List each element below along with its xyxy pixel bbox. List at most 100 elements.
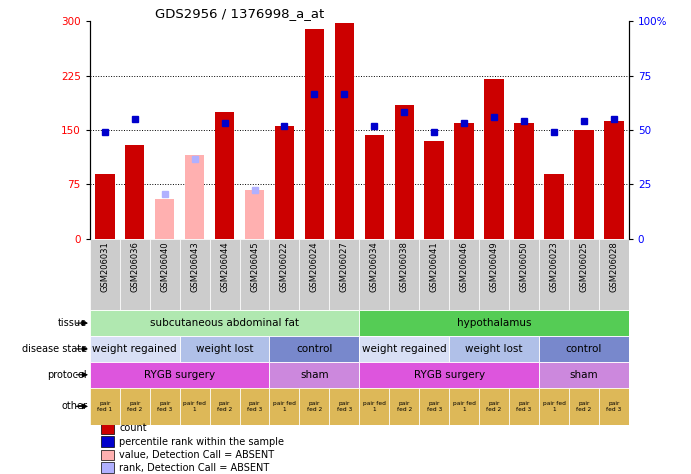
Text: weight regained: weight regained [362,344,446,354]
Bar [539,388,569,425]
Bar [419,388,449,425]
Bar [155,199,174,239]
Text: hypothalamus: hypothalamus [457,318,531,328]
Bar [389,388,419,425]
Text: GSM206049: GSM206049 [489,241,499,292]
Bar [90,362,269,388]
Bar [449,336,539,362]
Bar [150,388,180,425]
Bar [90,336,180,362]
Text: pair
fed 2: pair fed 2 [397,401,412,411]
Bar [514,123,533,239]
Text: pair fed
1: pair fed 1 [453,401,475,411]
Bar [599,239,629,310]
Text: pair fed
1: pair fed 1 [542,401,565,411]
Bar [245,190,264,239]
Bar [449,239,479,310]
Text: subcutaneous abdominal fat: subcutaneous abdominal fat [150,318,299,328]
Bar [209,239,240,310]
Text: pair
fed 2: pair fed 2 [576,401,591,411]
Bar [180,239,209,310]
Bar [299,239,330,310]
Bar [545,173,564,239]
Bar [269,239,299,310]
Text: pair
fed 3: pair fed 3 [337,401,352,411]
Bar [484,79,504,239]
Text: tissue: tissue [58,318,87,328]
Bar [479,239,509,310]
Text: GSM206040: GSM206040 [160,241,169,292]
Bar [95,173,115,239]
Bar [185,155,205,239]
Bar [90,388,120,425]
Bar [240,239,269,310]
Bar [120,239,150,310]
Bar [479,388,509,425]
Bar [569,239,599,310]
Bar [90,239,120,310]
Bar [359,336,449,362]
Bar [330,388,359,425]
Bar [334,23,354,239]
Bar [359,362,539,388]
Bar [539,336,629,362]
Text: GSM206034: GSM206034 [370,241,379,292]
Bar [359,239,389,310]
Text: weight lost: weight lost [196,344,254,354]
Bar [180,336,269,362]
Text: pair
fed 3: pair fed 3 [247,401,262,411]
Text: GSM206038: GSM206038 [399,241,409,292]
Text: pair
fed 1: pair fed 1 [97,401,113,411]
Text: GSM206023: GSM206023 [549,241,558,292]
Bar [539,362,629,388]
Bar [240,388,269,425]
Text: GSM206044: GSM206044 [220,241,229,292]
Bar [455,123,474,239]
Text: GSM206036: GSM206036 [130,241,140,292]
Bar [539,239,569,310]
Text: RYGB surgery: RYGB surgery [144,370,215,380]
Text: pair
fed 3: pair fed 3 [606,401,621,411]
Text: value, Detection Call = ABSENT: value, Detection Call = ABSENT [120,450,274,460]
Text: GDS2956 / 1376998_a_at: GDS2956 / 1376998_a_at [155,7,324,20]
Bar [424,141,444,239]
Text: pair
fed 3: pair fed 3 [516,401,531,411]
Bar [209,388,240,425]
Text: sham: sham [300,370,329,380]
Text: pair
fed 2: pair fed 2 [486,401,502,411]
Text: GSM206022: GSM206022 [280,241,289,292]
Bar [509,239,539,310]
Text: GSM206046: GSM206046 [460,241,468,292]
Text: control: control [566,344,602,354]
Bar [395,105,414,239]
Text: pair fed
1: pair fed 1 [273,401,296,411]
Text: sham: sham [569,370,598,380]
Text: pair
fed 2: pair fed 2 [217,401,232,411]
Text: pair
fed 2: pair fed 2 [307,401,322,411]
Bar [275,127,294,239]
Bar [101,423,114,434]
Text: RYGB surgery: RYGB surgery [414,370,484,380]
Bar [599,388,629,425]
Text: GSM206050: GSM206050 [520,241,529,292]
Text: pair fed
1: pair fed 1 [183,401,206,411]
Bar [269,362,359,388]
Text: GSM206028: GSM206028 [609,241,618,292]
Bar [90,310,359,336]
Bar [101,449,114,460]
Text: weight regained: weight regained [93,344,177,354]
Text: percentile rank within the sample: percentile rank within the sample [120,437,285,447]
Text: GSM206041: GSM206041 [430,241,439,292]
Bar [269,388,299,425]
Bar [449,388,479,425]
Text: other: other [61,401,87,411]
Text: count: count [120,423,147,434]
Bar [305,28,324,239]
Text: pair fed
1: pair fed 1 [363,401,386,411]
Text: weight lost: weight lost [465,344,523,354]
Bar [574,130,594,239]
Text: GSM206027: GSM206027 [340,241,349,292]
Text: GSM206025: GSM206025 [579,241,589,292]
Bar [365,135,384,239]
Text: pair
fed 3: pair fed 3 [157,401,172,411]
